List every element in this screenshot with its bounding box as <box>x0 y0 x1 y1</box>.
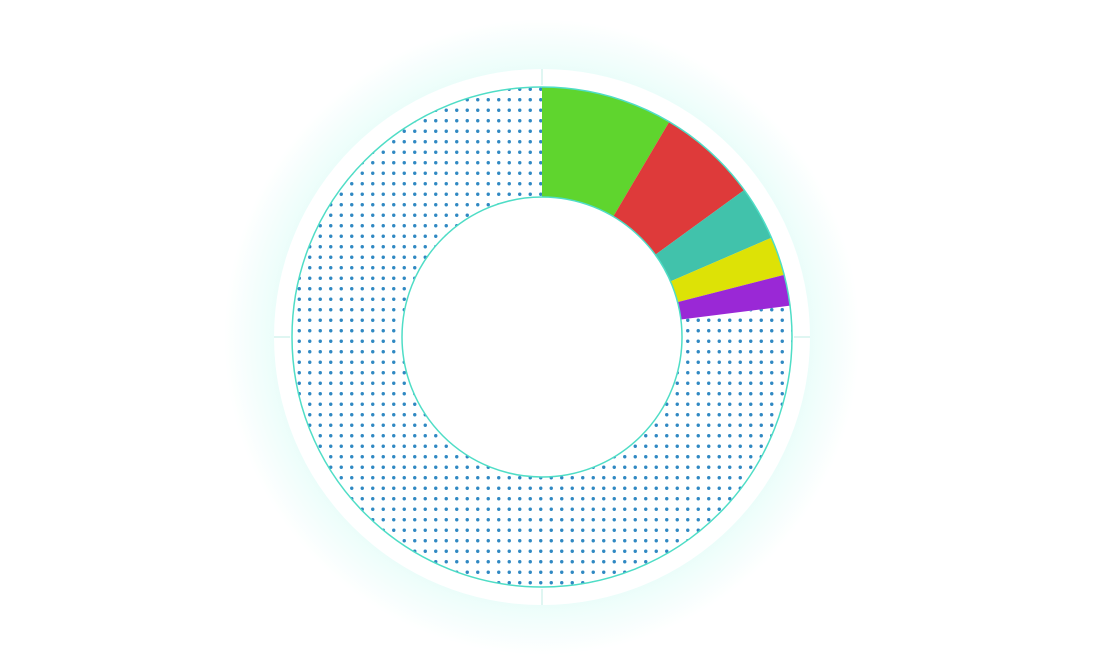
donut-hole <box>401 196 683 478</box>
slice-group <box>292 87 792 587</box>
slice-3 <box>670 237 785 303</box>
slice-2 <box>655 190 772 282</box>
slice-4 <box>677 274 791 320</box>
slice-5 <box>292 87 792 587</box>
slice-1 <box>613 121 745 255</box>
ring-outline <box>291 86 793 588</box>
slice-0 <box>542 87 670 217</box>
outer-ring-outline <box>291 86 793 588</box>
